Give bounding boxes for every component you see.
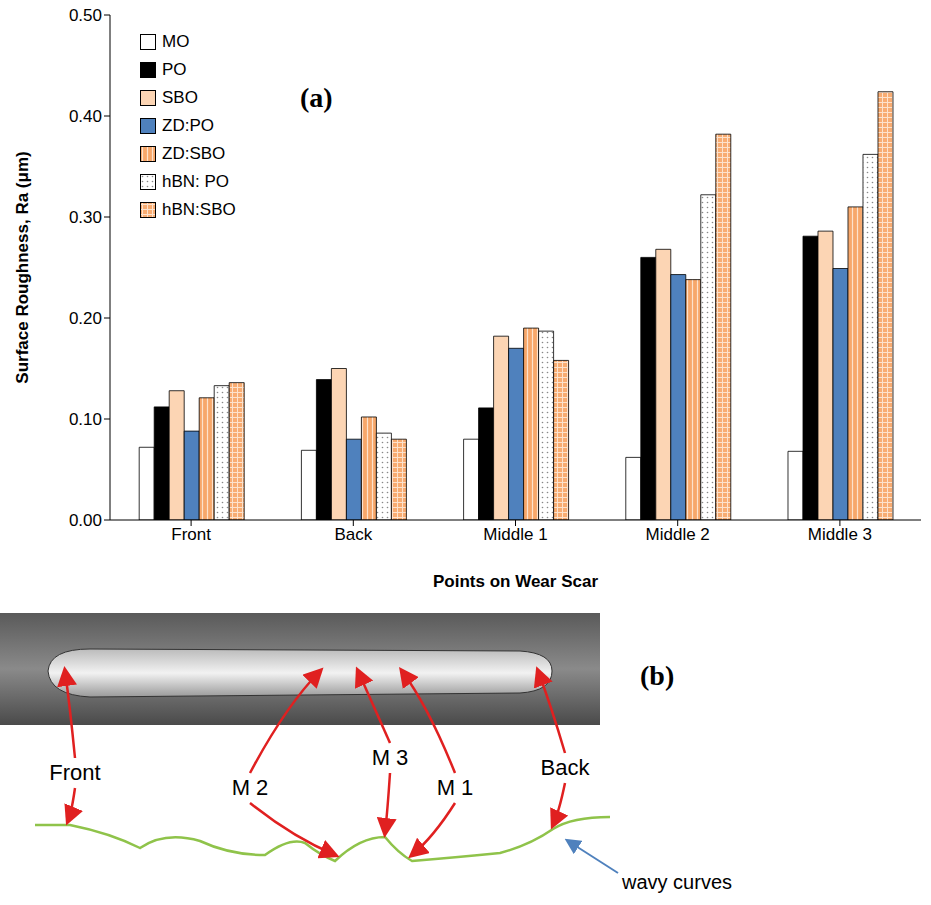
svg-text:M 2: M 2 bbox=[232, 775, 269, 800]
html-text:hBN: PO: hBN: PO bbox=[162, 172, 230, 191]
html-text:hBN:SBO: hBN:SBO bbox=[162, 200, 236, 219]
html-text:ZD:SBO: ZD:SBO bbox=[162, 144, 226, 163]
svg-text:0.50: 0.50 bbox=[69, 6, 102, 25]
svg-text:0.20: 0.20 bbox=[69, 309, 102, 328]
html-text:(a): (a) bbox=[300, 82, 333, 113]
html-text:PO: PO bbox=[162, 60, 187, 79]
svg-text:(b): (b) bbox=[640, 660, 674, 691]
svg-text:Surface Roughness, Ra (μm): Surface Roughness, Ra (μm) bbox=[13, 151, 32, 383]
svg-text:0.40: 0.40 bbox=[69, 107, 102, 126]
svg-text:M 1: M 1 bbox=[437, 775, 474, 800]
svg-text:0.10: 0.10 bbox=[69, 410, 102, 429]
svg-text:Middle 2: Middle 2 bbox=[646, 525, 710, 544]
svg-text:M 3: M 3 bbox=[372, 745, 409, 770]
svg-text:Front: Front bbox=[49, 760, 100, 785]
svg-text:Back: Back bbox=[334, 525, 372, 544]
html-text:MO: MO bbox=[162, 32, 190, 51]
svg-text:Middle 1: Middle 1 bbox=[483, 525, 547, 544]
svg-text:0.30: 0.30 bbox=[69, 208, 102, 227]
html-text:SBO: SBO bbox=[162, 88, 198, 107]
svg-text:wavy curves: wavy curves bbox=[621, 871, 732, 893]
svg-text:0.00: 0.00 bbox=[69, 511, 102, 530]
html-text:ZD:PO: ZD:PO bbox=[162, 116, 214, 135]
svg-text:Points on Wear Scar: Points on Wear Scar bbox=[433, 572, 598, 591]
svg-text:Back: Back bbox=[541, 755, 591, 780]
svg-text:Front: Front bbox=[171, 525, 211, 544]
svg-text:Middle 3: Middle 3 bbox=[808, 525, 872, 544]
